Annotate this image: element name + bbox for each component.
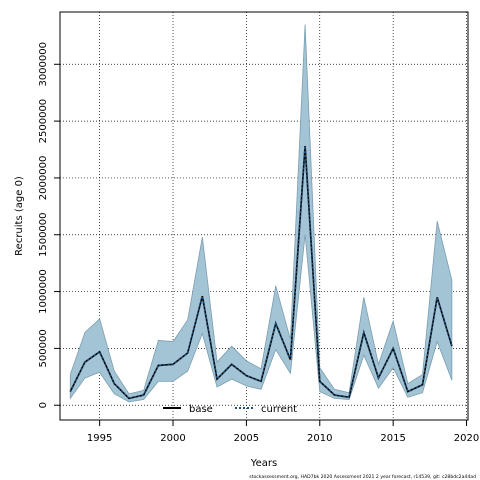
footer-note: stockassessment.org, HAD7bk 2020 Assessm… (249, 474, 476, 480)
x-tick-label: 2020 (454, 433, 479, 444)
x-tick-label: 2010 (307, 433, 332, 444)
x-axis-ticks: 1995 2000 2005 2010 2015 2020 (87, 420, 479, 444)
y-tick-label: 2500000 (38, 99, 49, 144)
legend-label-current: current (261, 404, 297, 415)
confidence-band (69, 24, 453, 403)
x-tick-label: 2000 (160, 433, 185, 444)
x-tick-label: 2005 (234, 433, 259, 444)
y-tick-label: 1500000 (38, 212, 49, 257)
series-line-base (69, 146, 453, 400)
y-tick-label: 0 (38, 402, 49, 408)
y-tick-label: 1000000 (38, 269, 49, 314)
x-axis-label: Years (250, 458, 277, 469)
legend: base current (163, 404, 297, 415)
x-tick-label: 1995 (87, 433, 112, 444)
y-tick-label: 2000000 (38, 156, 49, 201)
y-axis-label: Recruits (age 0) (14, 176, 25, 256)
legend-label-base: base (189, 404, 213, 415)
y-axis-ticks: 0 500000 1000000 1500000 2000000 2500000 30000… (38, 42, 60, 408)
plot-frame (59, 11, 469, 421)
x-tick-label: 2015 (380, 433, 405, 444)
y-tick-label: 500000 (38, 329, 49, 367)
y-tick-label: 3000000 (38, 42, 49, 87)
